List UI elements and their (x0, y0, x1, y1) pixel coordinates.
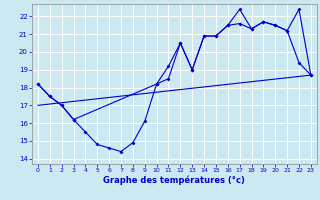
X-axis label: Graphe des températures (°c): Graphe des températures (°c) (103, 176, 245, 185)
